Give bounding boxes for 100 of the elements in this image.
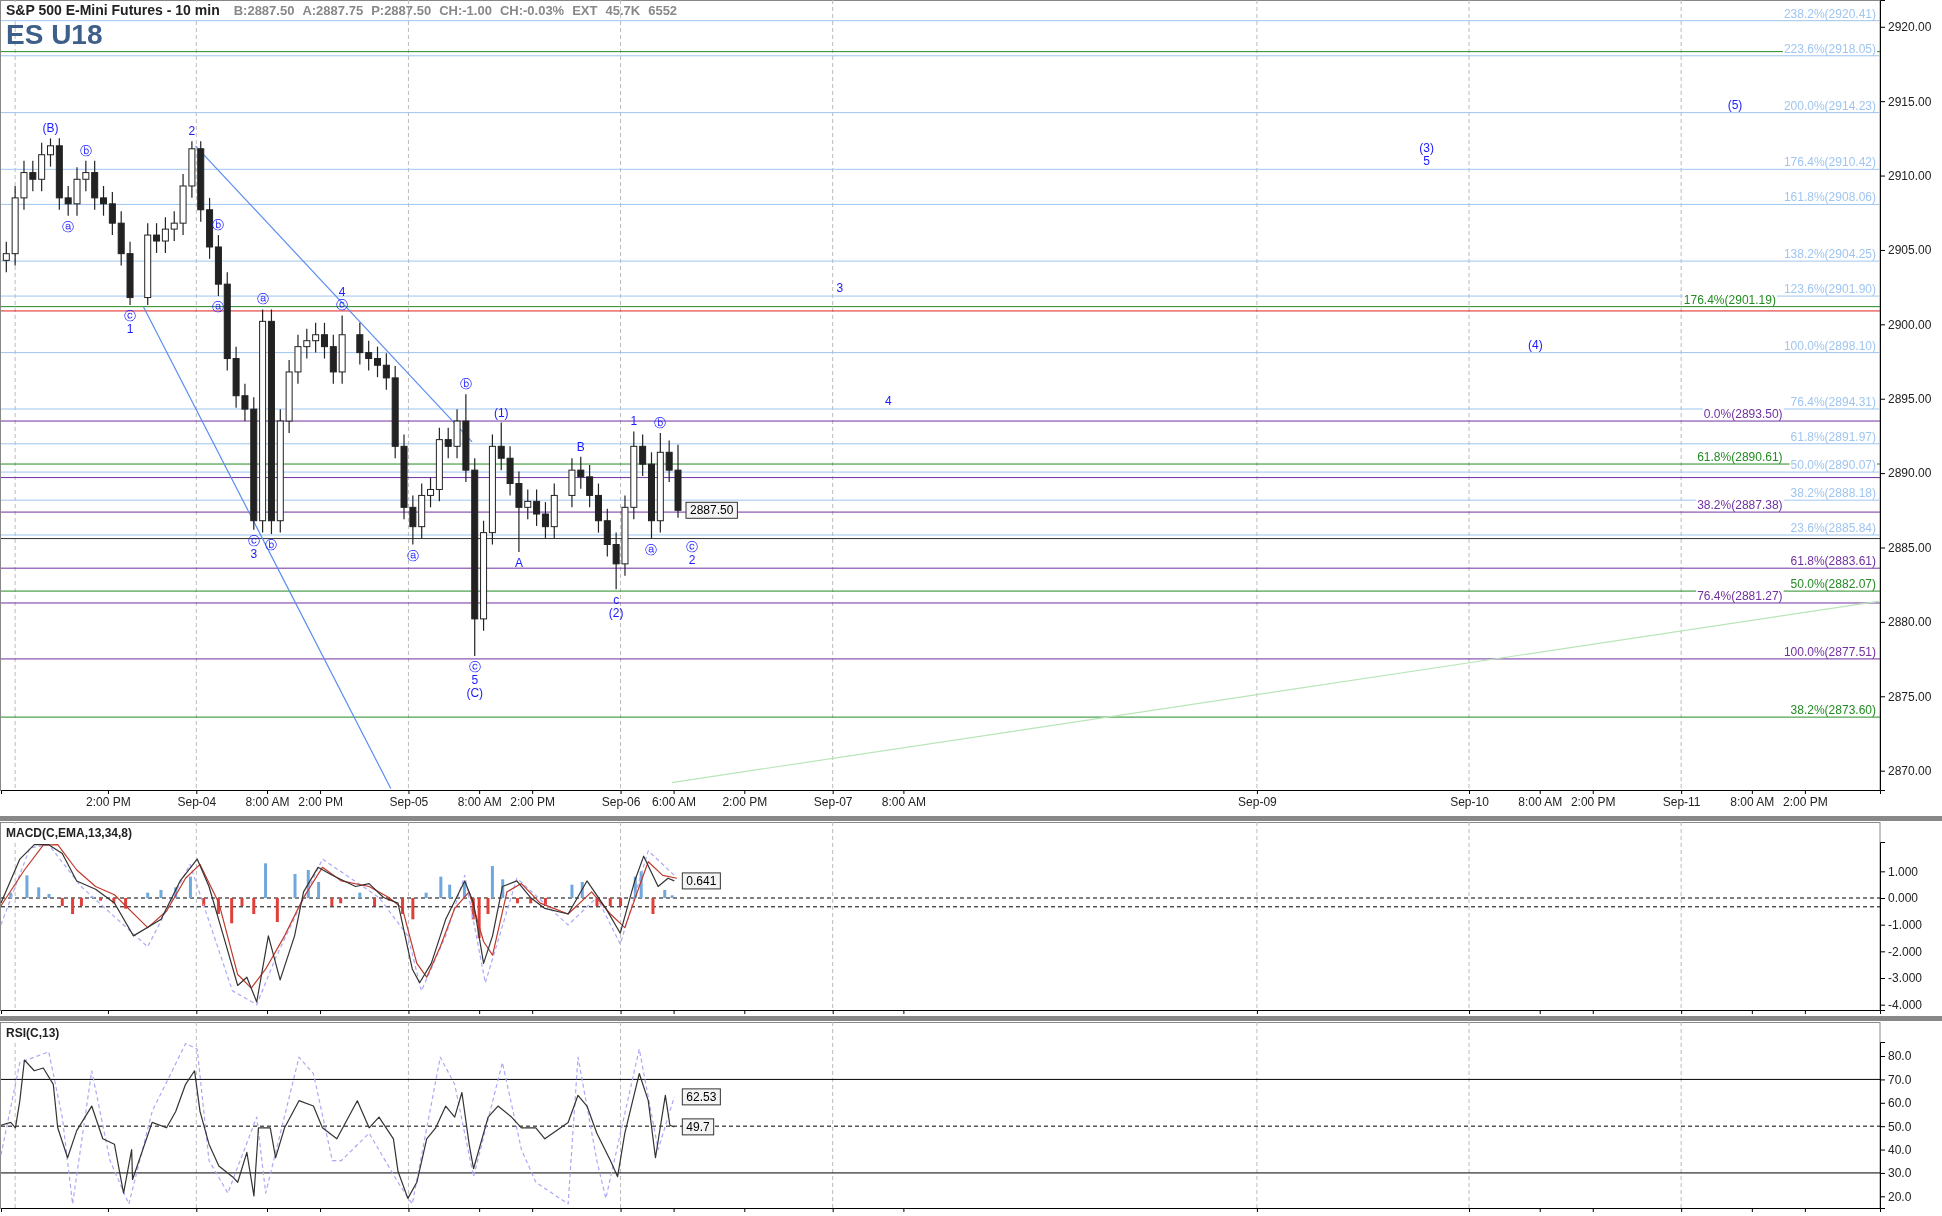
y-tick-label: -4.000 — [1888, 998, 1923, 1013]
y-tick-label: 60.0 — [1888, 1096, 1912, 1111]
x-tick-label: 2:00 PM — [722, 794, 768, 809]
annotation: ⓑ — [459, 377, 472, 392]
annotation: 1 — [630, 414, 638, 429]
x-tick-label: Sep-09 — [1238, 794, 1278, 809]
y-tick-label: 2895.00 — [1888, 392, 1932, 407]
annotation: ⓑ — [79, 143, 92, 158]
ref-line-label: 100.0%(2898.10) — [1783, 338, 1876, 353]
annotation: ⓐ — [406, 548, 419, 563]
annotation: EXT — [572, 3, 598, 18]
ref-line-label: 161.8%(2908.06) — [1783, 190, 1876, 205]
x-tick-label: 8:00 AM — [1518, 794, 1563, 809]
annotation: (3) 5 — [1419, 141, 1434, 169]
y-tick-label: 2885.00 — [1888, 540, 1932, 555]
ref-line-label: 23.6%(2885.84) — [1790, 521, 1876, 535]
y-tick-label: 20.0 — [1888, 1189, 1912, 1204]
ref-line-label: 61.8%(2883.61) — [1790, 554, 1876, 569]
x-tick-label: Sep-05 — [389, 794, 429, 809]
ref-line-label: 50.0%(2890.07) — [1790, 458, 1876, 473]
y-tick-label: 1.000 — [1888, 864, 1919, 879]
y-tick-label: 2890.00 — [1888, 466, 1932, 481]
ref-line-label: 176.4%(2901.19) — [1683, 292, 1776, 307]
ref-line-label: 50.0%(2882.07) — [1790, 577, 1876, 592]
ref-line-label: 61.8%(2890.61) — [1697, 450, 1783, 465]
text: ES U18 — [6, 19, 103, 50]
ref-line-label: 76.4%(2881.27) — [1697, 588, 1783, 603]
y-tick-label: 40.0 — [1888, 1142, 1912, 1157]
y-tick-label: 2905.00 — [1888, 243, 1932, 258]
y-tick-label: 30.0 — [1888, 1166, 1912, 1181]
x-tick-label: 8:00 AM — [457, 794, 502, 809]
ref-line-label: 123.6%(2901.90) — [1783, 282, 1876, 297]
y-tick-label: 50.0 — [1888, 1119, 1912, 1134]
x-tick-label: 6:00 AM — [652, 794, 697, 809]
annotation: 6552 — [648, 3, 678, 18]
chart-title: MACD(C,EMA,13,34,8) — [6, 826, 133, 840]
annotation: ⓐ — [645, 542, 658, 557]
annotation: ⓑ — [654, 415, 667, 430]
annotation: 4 — [885, 393, 893, 408]
ref-line-label: 238.2%(2920.41) — [1783, 6, 1876, 21]
annotation: 2887.50 — [690, 503, 734, 518]
ref-line-label: 38.2%(2887.38) — [1697, 498, 1783, 513]
y-tick-label: 2870.00 — [1888, 764, 1932, 778]
x-tick-label: 2:00 PM — [1783, 794, 1828, 809]
annotation: 49.7 — [686, 1119, 710, 1134]
x-tick-label: 2:00 PM — [1570, 794, 1616, 809]
ref-line-label: 223.6%(2918.05) — [1783, 41, 1876, 56]
y-tick-label: -1.000 — [1888, 918, 1923, 933]
annotation: B:2887.50 — [233, 3, 295, 18]
annotation: CH:-0.03% — [499, 3, 565, 18]
annotation: ⓒ 1 — [124, 308, 137, 336]
ref-line-label: 100.0%(2877.51) — [1783, 644, 1876, 659]
y-tick-label: 2915.00 — [1888, 94, 1932, 109]
x-tick-label: 8:00 AM — [245, 794, 290, 809]
x-tick-label: 2:00 PM — [298, 794, 343, 809]
ref-line-label: 38.2%(2873.60) — [1790, 703, 1876, 718]
ref-line-label: 176.4%(2910.42) — [1783, 155, 1876, 170]
y-tick-label: 2900.00 — [1888, 317, 1932, 332]
chart-title: S&P 500 E-Mini Futures - 10 min — [6, 2, 220, 18]
annotation: ⓑ — [265, 538, 278, 553]
ref-line-label: 0.0%(2893.50) — [1703, 407, 1783, 422]
x-tick-label: Sep-10 — [1450, 794, 1490, 809]
annotation: ⓒ 5 (C) — [466, 660, 484, 701]
annotation: (5) — [1727, 97, 1743, 112]
chart-title: RSI(C,13) — [6, 1026, 60, 1040]
annotation: (1) — [493, 405, 509, 420]
annotation: 2 — [188, 124, 196, 139]
x-tick-label: 2:00 PM — [510, 794, 556, 809]
ref-line-label: 61.8%(2891.97) — [1790, 429, 1876, 444]
ref-line-label: 76.4%(2894.31) — [1790, 394, 1876, 409]
y-tick-label: 70.0 — [1888, 1072, 1912, 1087]
y-tick-label: 80.0 — [1888, 1049, 1912, 1064]
annotation: B — [576, 439, 585, 454]
ref-line-label: 200.0%(2914.23) — [1783, 98, 1876, 113]
annotation: 45.7K — [605, 3, 641, 18]
annotation: 62.53 — [686, 1089, 717, 1104]
x-tick-label: 2:00 PM — [86, 794, 131, 809]
y-tick-label: 2875.00 — [1888, 689, 1932, 704]
x-tick-label: 8:00 AM — [1730, 794, 1775, 809]
annotation: CH:-1.00 — [439, 3, 492, 18]
ref-line-label: 138.2%(2904.25) — [1783, 247, 1876, 262]
annotation: P:2887.50 — [371, 3, 432, 18]
annotation: ⓐ — [62, 219, 75, 234]
x-tick-label: Sep-07 — [813, 794, 853, 809]
y-tick-label: 2880.00 — [1888, 615, 1932, 630]
annotation: 3 — [836, 281, 844, 296]
x-tick-label: Sep-11 — [1662, 794, 1701, 809]
x-tick-label: Sep-04 — [177, 794, 217, 809]
x-tick-label: 8:00 AM — [881, 794, 926, 809]
annotation: ⓐ — [256, 292, 269, 307]
ref-line-label: 38.2%(2888.18) — [1790, 486, 1876, 501]
x-tick-label: Sep-06 — [601, 794, 641, 809]
annotation: A:2887.75 — [302, 3, 364, 18]
annotation: c (2) — [608, 593, 624, 621]
annotation: (B) — [42, 121, 59, 136]
annotation: 0.641 — [686, 873, 717, 888]
annotation: (4) — [1527, 337, 1543, 352]
y-tick-label: 2920.00 — [1888, 20, 1932, 35]
y-tick-label: 2910.00 — [1888, 168, 1932, 183]
y-tick-label: -3.000 — [1888, 971, 1923, 986]
